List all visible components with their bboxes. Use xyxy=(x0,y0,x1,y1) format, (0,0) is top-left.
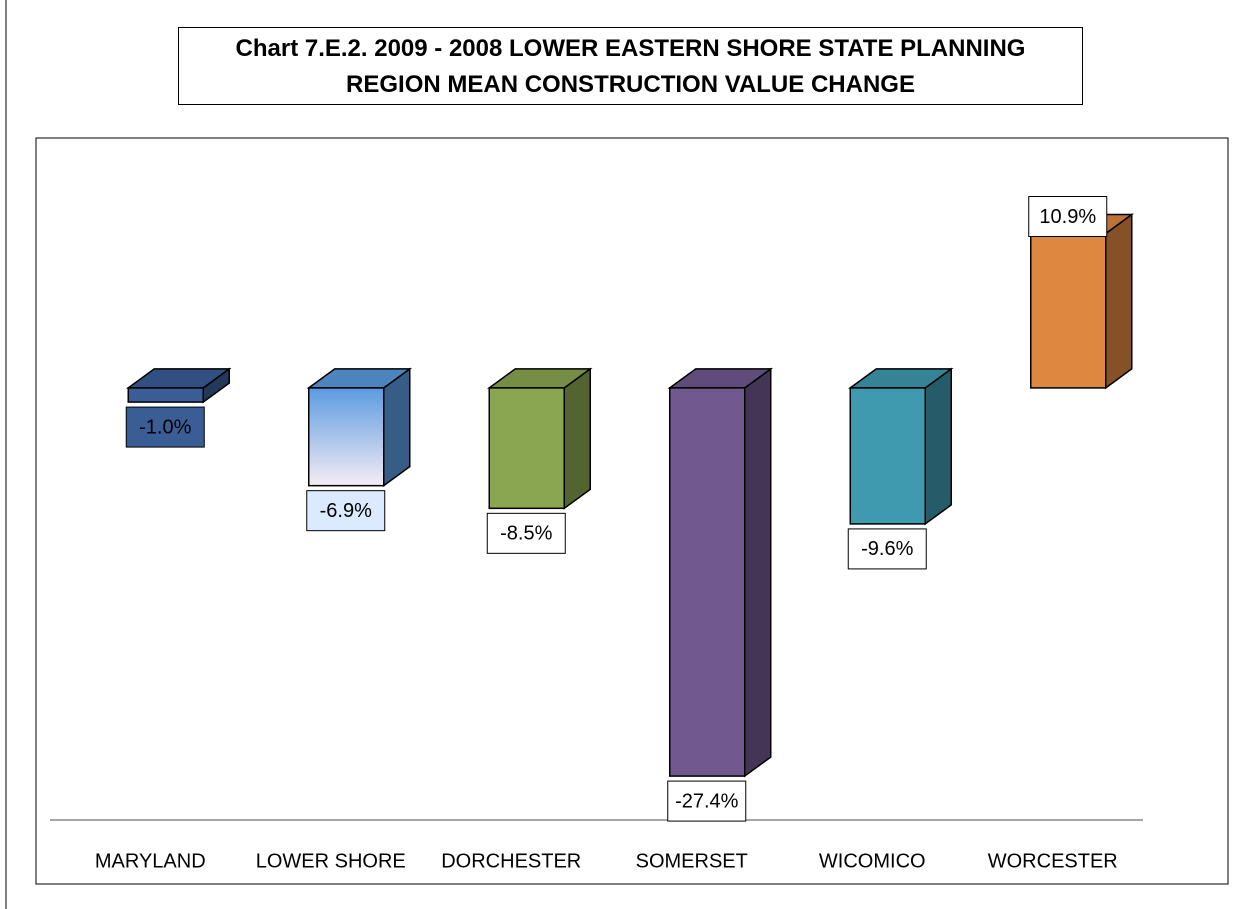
bar-side xyxy=(383,367,411,488)
bar xyxy=(127,387,204,403)
data-label-box xyxy=(1028,196,1108,237)
data-label: -27.4% xyxy=(675,790,739,812)
data-label-box xyxy=(306,490,386,532)
data-label: -1.0% xyxy=(139,416,191,438)
data-label-box xyxy=(847,528,927,570)
bar-side xyxy=(1105,213,1133,390)
bar-side xyxy=(744,367,772,778)
bar-side xyxy=(563,367,591,510)
bar-side xyxy=(924,367,952,526)
x-tick-label: MARYLAND xyxy=(95,850,206,872)
bar xyxy=(849,387,926,525)
bar xyxy=(308,387,385,487)
plot-frame xyxy=(35,137,1229,885)
x-tick-label: LOWER SHORE xyxy=(256,850,406,872)
x-tick-label: WORCESTER xyxy=(988,850,1118,872)
x-tick-label: SOMERSET xyxy=(636,850,748,872)
data-label: -8.5% xyxy=(500,523,552,545)
chart-title: Chart 7.E.2. 2009 - 2008 LOWER EASTERN S… xyxy=(178,27,1083,105)
bar xyxy=(488,387,565,510)
x-tick-label: DORCHESTER xyxy=(441,850,581,872)
data-label: 10.9% xyxy=(1039,206,1096,228)
outer-frame xyxy=(5,0,7,909)
data-label: -9.6% xyxy=(861,538,913,560)
x-tick-label: WICOMICO xyxy=(819,850,926,872)
data-label: -6.9% xyxy=(320,500,372,522)
data-label-box xyxy=(486,512,566,554)
data-label-box xyxy=(667,780,747,822)
bar xyxy=(669,387,746,777)
bar xyxy=(1030,232,1107,389)
data-label-box xyxy=(125,406,205,448)
